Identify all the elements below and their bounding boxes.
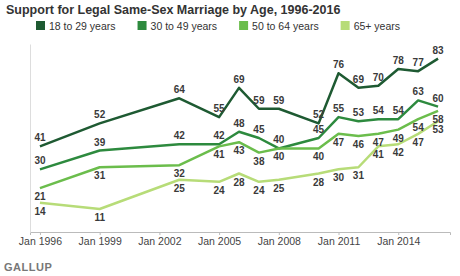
legend-swatch: [239, 21, 248, 30]
data-label: 42: [174, 130, 186, 141]
data-label: 69: [233, 74, 245, 85]
data-label: 45: [253, 124, 265, 135]
data-label: 47: [333, 137, 345, 148]
title: Support for Legal Same-Sex Marriage by A…: [6, 3, 340, 17]
data-label: 30: [34, 155, 46, 166]
data-label: 83: [432, 45, 444, 56]
x-tick-label: Jan 2002: [138, 235, 181, 247]
x-axis: Jan 1996 Jan 1999 Jan 2002 Jan 2005 Jan 2008…: [19, 232, 451, 247]
data-label: 49: [393, 133, 405, 144]
data-label: 21: [34, 191, 46, 202]
x-tick-label: Jan 2005: [198, 235, 241, 247]
data-label: 63: [413, 86, 425, 97]
data-label: 38: [253, 156, 265, 167]
data-label: 48: [233, 118, 245, 129]
x-tick: Jan 2002: [138, 232, 181, 247]
data-label: 52: [94, 109, 106, 120]
legend-swatch: [36, 21, 45, 30]
legend-swatch: [138, 21, 147, 30]
data-label: 28: [233, 177, 245, 188]
data-label: 78: [393, 55, 405, 66]
legend-item: 50 to 64 years: [239, 20, 319, 32]
legend-item: 30 to 49 years: [138, 20, 218, 32]
data-label: 47: [413, 137, 425, 148]
plot-area: [40, 59, 438, 209]
x-tick-label: Jan 2011: [318, 235, 361, 247]
x-tick: Jan 1999: [79, 232, 122, 247]
legend-item: 65+ years: [341, 20, 400, 32]
data-label: 47: [373, 137, 385, 148]
y-axis-line: [30, 45, 31, 233]
x-tick: Jan 2014: [377, 232, 420, 247]
data-label: 77: [413, 57, 425, 68]
series-line: [40, 121, 438, 209]
x-tick-label: Jan 2008: [258, 235, 301, 247]
legend-label: 50 to 64 years: [252, 20, 319, 32]
data-label: 55: [214, 103, 226, 114]
data-label: 31: [353, 170, 365, 181]
data-label: 42: [214, 130, 226, 141]
series-line: [40, 111, 438, 188]
chart: Support for Legal Same-Sex Marriage by A…: [0, 0, 460, 276]
data-label: 25: [174, 183, 186, 194]
data-label: 53: [353, 107, 365, 118]
data-label: 42: [393, 147, 405, 158]
data-label: 52: [313, 109, 325, 120]
legend-swatch: [341, 21, 350, 30]
legend: 18 to 29 years 30 to 49 years 50 to 64 yea…: [36, 20, 400, 32]
data-label: 41: [373, 149, 385, 160]
x-tick: Jan 2008: [258, 232, 301, 247]
data-label: 54: [413, 122, 425, 133]
x-tick-label: Jan 1996: [19, 235, 62, 247]
data-label: 53: [432, 124, 444, 135]
data-label: 41: [34, 132, 46, 143]
data-label: 32: [174, 168, 186, 179]
data-label: 14: [34, 206, 46, 217]
x-tick-label: Jan 2014: [377, 235, 420, 247]
legend-label: 30 to 49 years: [151, 20, 218, 32]
data-label: 70: [373, 72, 385, 83]
data-label: 30: [333, 172, 345, 183]
x-tick: Jan 2011: [318, 232, 361, 247]
legend-label: 18 to 29 years: [49, 20, 116, 32]
data-label: 25: [273, 183, 285, 194]
data-labels: 41 52 64 55 69 59 59 52 76 69 70 78 77 83 30 39 42 42 48 45…: [34, 45, 444, 223]
legend-label: 65+ years: [354, 20, 400, 32]
data-label: 41: [214, 149, 226, 160]
data-label: 40: [313, 151, 325, 162]
data-label: 11: [94, 212, 105, 223]
data-label: 31: [94, 170, 106, 181]
x-tick-label: Jan 1999: [79, 235, 122, 247]
data-label: 55: [333, 103, 345, 114]
x-tick: Jan 2005: [198, 232, 241, 247]
data-label: 76: [333, 59, 345, 70]
data-label: 54: [393, 105, 405, 116]
data-label: 59: [273, 95, 285, 106]
x-tick: Jan 1996: [19, 232, 62, 247]
data-label: 40: [273, 134, 285, 145]
data-label: 69: [353, 74, 365, 85]
data-label: 45: [313, 124, 325, 135]
data-label: 54: [373, 105, 385, 116]
data-label: 58: [432, 114, 444, 125]
data-label: 24: [214, 185, 226, 196]
y-axis: [30, 45, 31, 233]
data-label: 24: [253, 185, 265, 196]
data-label: 40: [273, 151, 285, 162]
data-label: 43: [233, 145, 245, 156]
data-label: 60: [432, 93, 444, 104]
data-label: 28: [313, 177, 325, 188]
data-label: 59: [253, 95, 265, 106]
data-label: 46: [353, 139, 365, 150]
source: GALLUP: [4, 261, 52, 273]
legend-item: 18 to 29 years: [36, 20, 116, 32]
data-label: 64: [174, 84, 186, 95]
data-label: 39: [94, 137, 106, 148]
